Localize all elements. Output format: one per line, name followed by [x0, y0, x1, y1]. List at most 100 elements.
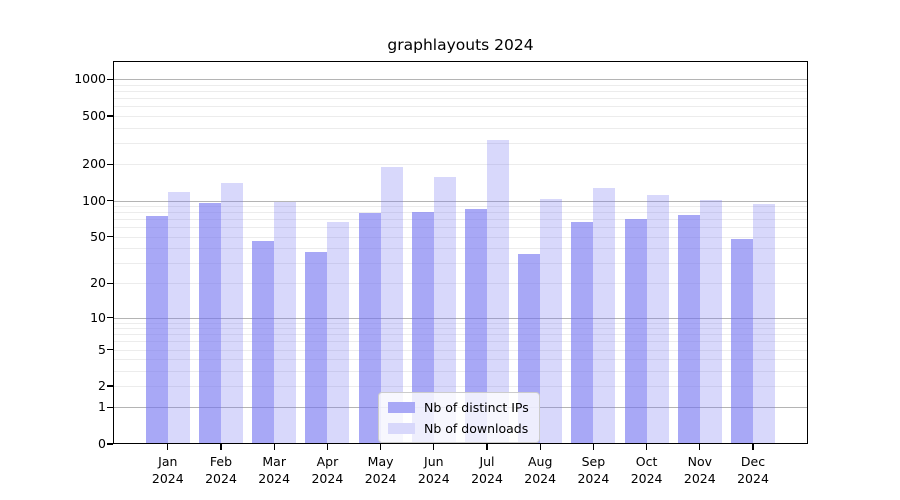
minor-gridline [113, 206, 808, 207]
y-tick-label: 10 [90, 309, 106, 325]
plot-area [113, 61, 808, 444]
legend-item-distinct-ips: Nb of distinct IPs [388, 398, 529, 416]
y-tick-label: 1 [98, 399, 106, 415]
minor-gridline [113, 328, 808, 330]
minor-gridline [113, 227, 808, 229]
minor-gridline [113, 248, 808, 249]
minor-gridline [113, 322, 808, 324]
bar-oct-downloads [646, 195, 669, 444]
bar-nov-distinct-ips [677, 214, 700, 444]
x-tick-label: Sep 2024 [577, 454, 610, 486]
x-tick-label: Nov 2024 [683, 454, 716, 486]
minor-gridline [113, 370, 808, 372]
y-tick-mark [106, 199, 113, 202]
y-tick-label: 0 [98, 436, 106, 451]
bar-dec-downloads [753, 204, 775, 444]
bar-jul-downloads [487, 139, 509, 444]
x-tick-label: Jan 2024 [151, 454, 184, 486]
minor-gridline [113, 236, 808, 238]
x-tick-label: May 2024 [364, 454, 397, 486]
x-tick-mark [486, 444, 488, 450]
minor-gridline [113, 262, 808, 264]
minor-gridline [113, 386, 808, 387]
minor-gridline [113, 142, 808, 144]
chart-title: graphlayouts 2024 [387, 36, 534, 54]
y-tick-label: 20 [90, 275, 106, 291]
x-tick-mark [167, 444, 169, 450]
x-tick-mark [539, 444, 541, 450]
bar-dec-distinct-ips [731, 238, 753, 444]
minor-gridline [113, 106, 808, 108]
major-gridline [113, 200, 808, 202]
x-tick-mark [220, 444, 222, 450]
x-tick-label: Dec 2024 [737, 454, 769, 486]
x-tick-mark [379, 444, 382, 450]
bar-mar-downloads [274, 201, 297, 444]
x-tick-label: Feb 2024 [205, 454, 237, 486]
legend-swatch-distinct-ips [388, 401, 415, 413]
x-tick-label: Jun 2024 [417, 454, 450, 486]
bar-mar-distinct-ips [252, 240, 275, 444]
y-tick-label: 50 [90, 228, 106, 244]
minor-gridline [113, 359, 808, 361]
minor-gridline [113, 91, 808, 93]
minor-gridline [113, 85, 808, 86]
legend-label-downloads: Nb of downloads [424, 420, 529, 436]
x-tick-mark [433, 444, 435, 450]
x-tick-mark [592, 444, 595, 450]
minor-gridline [113, 127, 808, 129]
x-tick-mark [326, 444, 329, 450]
minor-gridline [113, 219, 808, 221]
bar-jun-downloads [433, 177, 456, 444]
minor-gridline [113, 334, 808, 336]
legend-item-downloads: Nb of downloads [388, 419, 529, 437]
y-tick-mark [106, 78, 113, 81]
x-tick-label: Mar 2024 [258, 454, 291, 486]
minor-gridline [113, 164, 808, 166]
bar-sep-distinct-ips [571, 222, 594, 444]
y-tick-label: 2 [98, 378, 106, 393]
bar-nov-downloads [699, 200, 722, 444]
bar-may-downloads [380, 167, 403, 444]
y-tick-mark [106, 348, 113, 351]
x-tick-mark [273, 444, 275, 450]
y-tick-mark [106, 406, 113, 409]
bar-jul-distinct-ips [465, 209, 487, 444]
bar-feb-downloads [221, 182, 243, 444]
minor-gridline [113, 116, 808, 117]
bar-jun-distinct-ips [411, 212, 434, 444]
x-tick-label: Apr 2024 [311, 454, 344, 486]
bar-jan-downloads [167, 192, 190, 444]
bar-jan-distinct-ips [145, 216, 168, 444]
minor-gridline [113, 212, 808, 214]
major-gridline [113, 317, 808, 319]
x-tick-label: Jul 2024 [471, 454, 503, 486]
x-tick-mark [699, 444, 701, 450]
bar-feb-distinct-ips [199, 202, 221, 444]
legend-label-distinct-ips: Nb of distinct IPs [424, 399, 529, 415]
y-tick-mark [106, 115, 113, 117]
y-tick-mark [106, 235, 113, 238]
x-tick-label: Aug 2024 [524, 454, 557, 486]
minor-gridline [113, 341, 808, 343]
x-tick-mark [752, 444, 754, 450]
minor-gridline [113, 349, 808, 351]
y-tick-label: 1000 [74, 71, 106, 87]
bar-sep-downloads [593, 188, 616, 444]
y-tick-label: 100 [82, 192, 106, 208]
bar-may-distinct-ips [358, 213, 381, 444]
y-tick-mark [106, 282, 113, 285]
bar-apr-distinct-ips [305, 252, 328, 444]
legend-swatch-downloads [388, 422, 415, 434]
bar-apr-downloads [327, 222, 350, 444]
bar-oct-distinct-ips [624, 219, 647, 444]
y-tick-mark [106, 163, 113, 165]
legend: Nb of distinct IPs Nb of downloads [378, 392, 540, 443]
minor-gridline [113, 283, 808, 285]
y-tick-label: 500 [82, 108, 106, 123]
y-tick-mark [106, 385, 113, 387]
bar-aug-downloads [540, 198, 563, 444]
y-tick-label: 200 [82, 156, 106, 172]
y-tick-mark [106, 443, 113, 445]
